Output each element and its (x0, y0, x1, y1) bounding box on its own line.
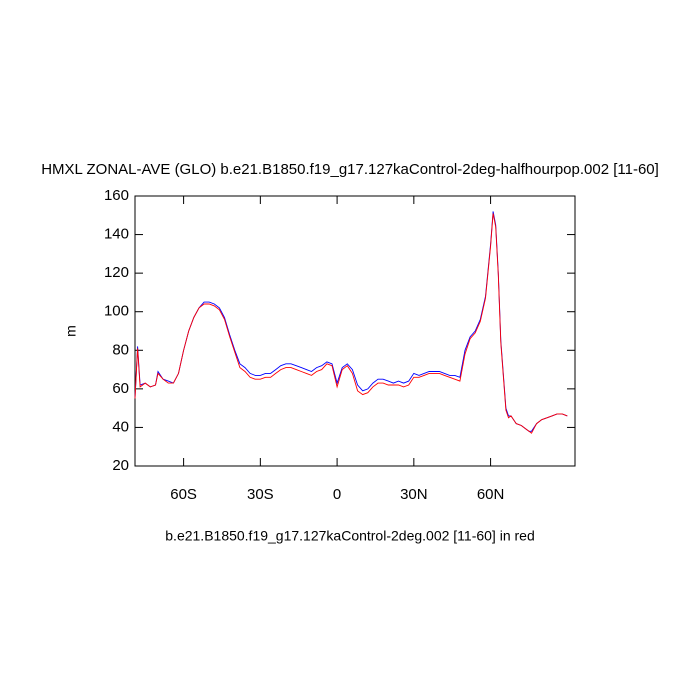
x-tick-label: 30N (400, 486, 428, 503)
y-tick-label: 100 (104, 303, 129, 320)
x-tick-label: 30S (247, 486, 274, 503)
line (134, 211, 568, 432)
y-tick-label: 40 (112, 418, 129, 435)
y-tick-label: 160 (104, 187, 129, 204)
line (134, 213, 568, 434)
chart-title: HMXL ZONAL-AVE (GLO) b.e21.B1850.f19_g17… (41, 161, 659, 178)
x-tick-label: 60S (170, 486, 197, 503)
x-axis-label: b.e21.B1850.f19_g17.127kaControl-2deg.00… (165, 528, 534, 544)
y-tick-label: 80 (112, 341, 129, 358)
x-tick-label: 0 (333, 486, 341, 503)
plot-frame (134, 195, 576, 467)
y-tick-label: 140 (104, 226, 129, 243)
y-tick-label: 120 (104, 264, 129, 281)
x-tick-label: 60N (477, 486, 505, 503)
y-axis-label: m (63, 325, 79, 337)
y-tick-label: 20 (112, 457, 129, 474)
y-tick-label: 60 (112, 380, 129, 397)
